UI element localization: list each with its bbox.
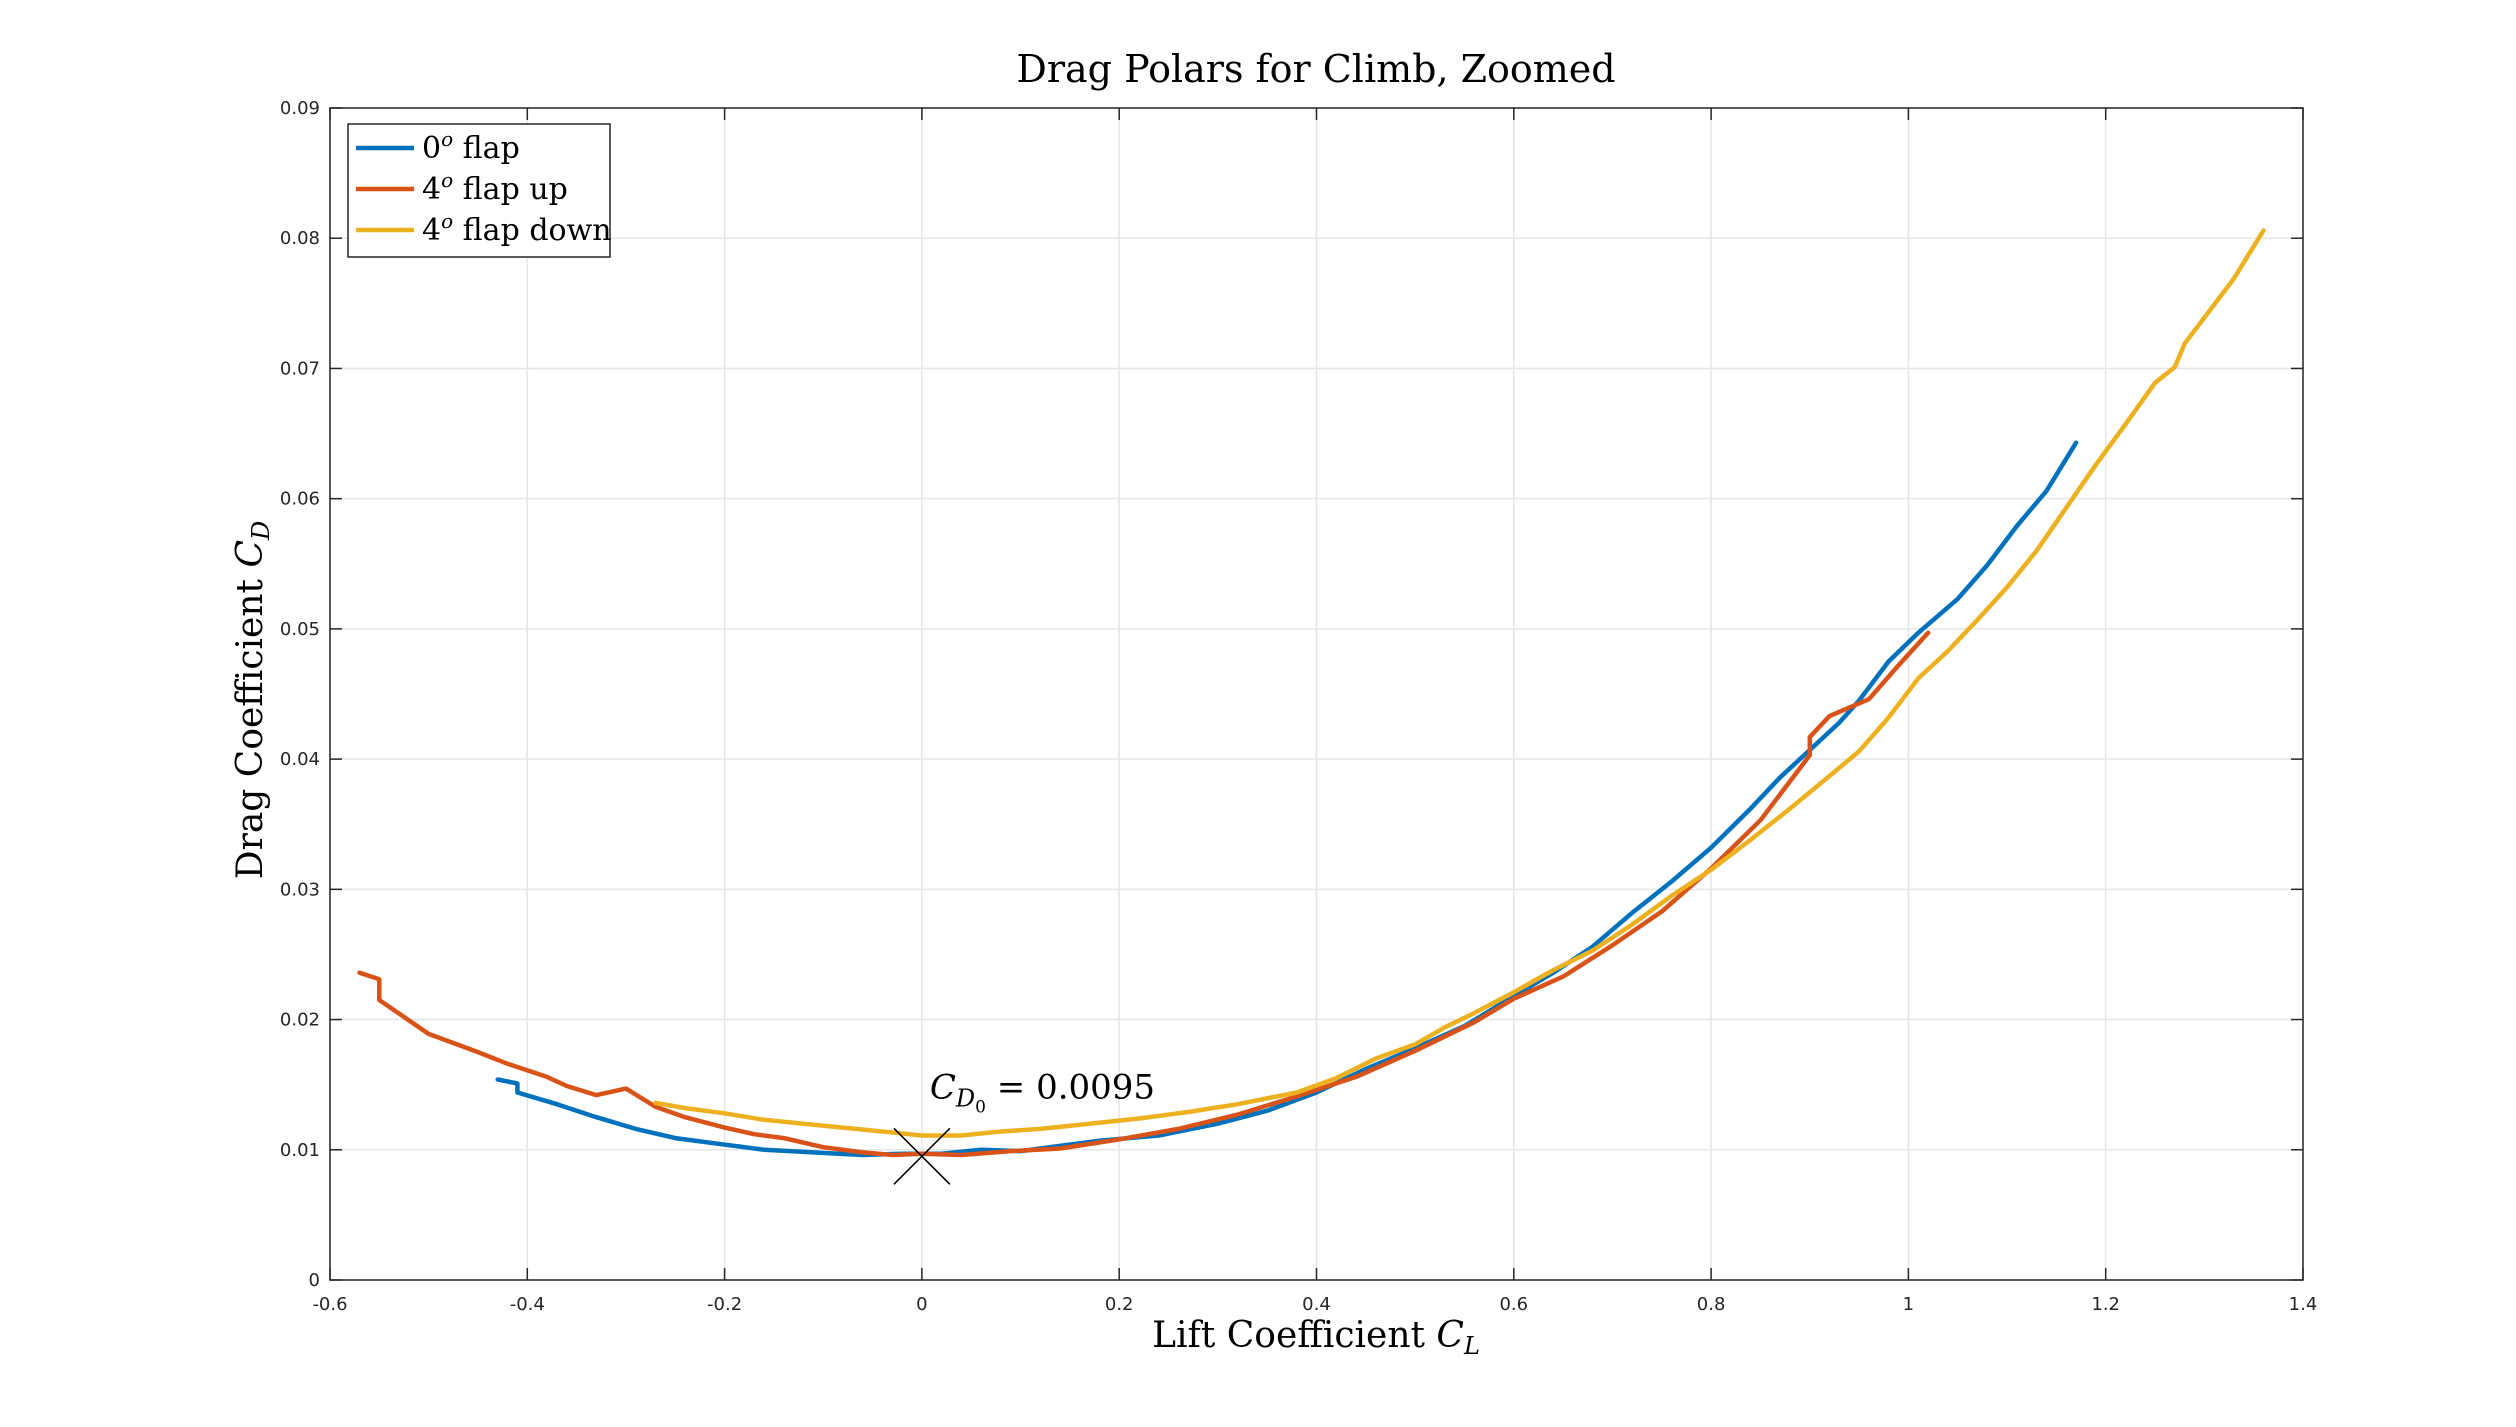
y-tick-label: 0.09 bbox=[280, 98, 320, 119]
x-tick-label: 1.4 bbox=[2289, 1294, 2318, 1315]
x-tick-label: -0.6 bbox=[312, 1294, 347, 1315]
x-tick-label: -0.4 bbox=[510, 1294, 545, 1315]
x-tick-label: 0.8 bbox=[1697, 1294, 1726, 1315]
y-axis-label: Drag Coefficient CD bbox=[230, 521, 275, 880]
x-tick-label: 0.6 bbox=[1499, 1294, 1528, 1315]
series-line-2 bbox=[653, 228, 2266, 1138]
x-tick-label: 1 bbox=[1903, 1294, 1914, 1315]
legend-label-1: 4o flap up bbox=[422, 168, 568, 207]
x-tick-label: 1.2 bbox=[2091, 1294, 2120, 1315]
y-tick-label: 0 bbox=[309, 1270, 320, 1291]
y-tick-label: 0.08 bbox=[280, 228, 320, 249]
x-tick-label: 0.4 bbox=[1302, 1294, 1331, 1315]
legend-label-0: 0o flap bbox=[422, 127, 520, 166]
y-tick-label: 0.01 bbox=[280, 1140, 320, 1161]
chart-title: Drag Polars for Climb, Zoomed bbox=[1016, 47, 1615, 91]
cd0-annotation: CD0 = 0.0095 bbox=[893, 1067, 1155, 1185]
y-tick-label: 0.07 bbox=[280, 358, 320, 379]
x-axis-label: Lift Coefficient CL bbox=[1152, 1315, 1480, 1360]
cd0-label: CD0 = 0.0095 bbox=[930, 1067, 1155, 1117]
y-tick-label: 0.05 bbox=[280, 619, 320, 640]
legend-label-2: 4o flap down bbox=[422, 209, 612, 248]
y-tick-label: 0.03 bbox=[280, 879, 320, 900]
series-line-0 bbox=[495, 440, 2079, 1158]
y-tick-label: 0.06 bbox=[280, 489, 320, 510]
axis-ticks: -0.6 -0.4 -0.2 0 0.2 0.4 0.6 0.8 1 1.2 1.4 0 0.01 0.0… bbox=[280, 98, 2317, 1315]
x-tick-label: -0.2 bbox=[707, 1294, 742, 1315]
series-line-1 bbox=[357, 630, 1931, 1158]
x-tick-label: 0 bbox=[916, 1294, 927, 1315]
y-tick-label: 0.04 bbox=[280, 749, 320, 770]
x-tick-label: 0.2 bbox=[1105, 1294, 1134, 1315]
grid-lines bbox=[329, 107, 2304, 1281]
cd0-marker-stroke-2 bbox=[893, 1127, 951, 1185]
y-tick-label: 0.02 bbox=[280, 1010, 320, 1031]
